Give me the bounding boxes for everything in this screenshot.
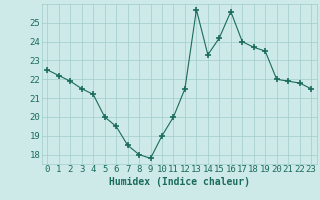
X-axis label: Humidex (Indice chaleur): Humidex (Indice chaleur)	[109, 177, 250, 187]
